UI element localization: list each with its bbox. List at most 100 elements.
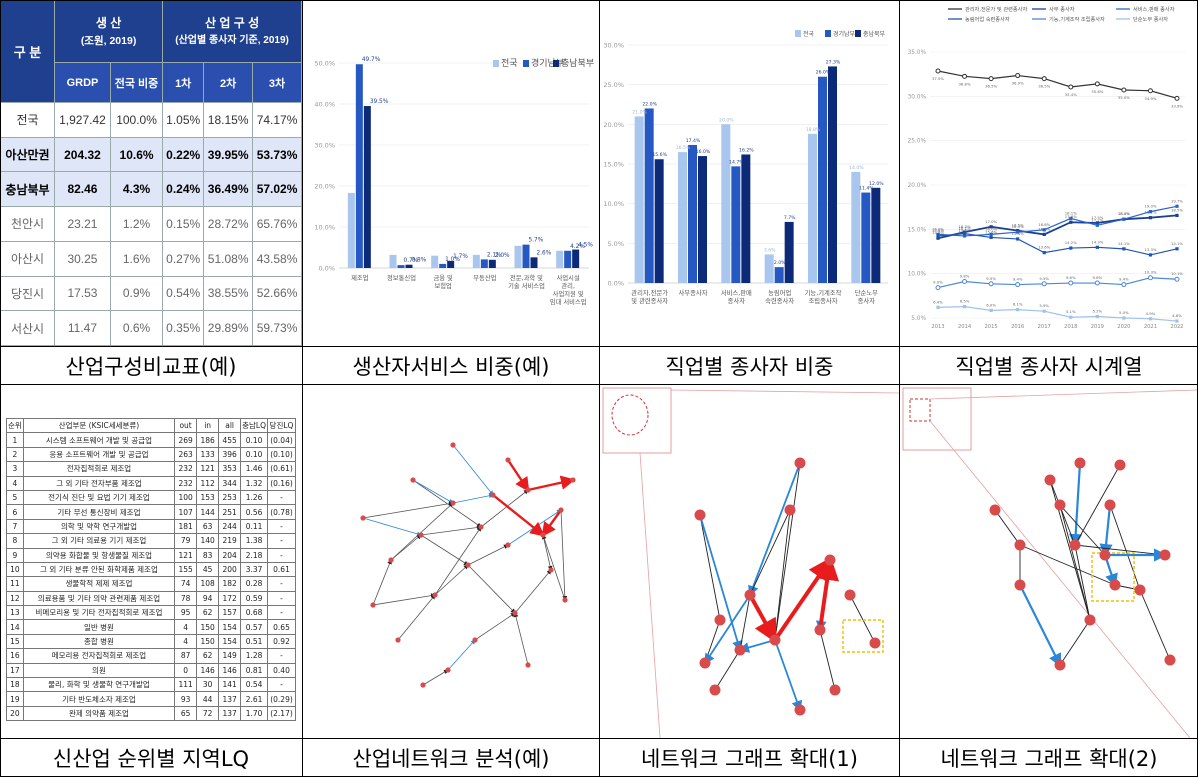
y-tick-label: 10.0% [314, 224, 335, 232]
lq-cell: 3 [6, 461, 24, 477]
series-point [1095, 314, 1099, 319]
lq-cell: 0.10 [240, 432, 268, 448]
network-node [525, 662, 531, 668]
industry-name: 기타 반도체소자 제조업 [22, 691, 176, 707]
network-node [1014, 579, 1026, 591]
network-edge [1049, 479, 1092, 621]
legend-swatch [523, 60, 529, 67]
data-label: 19.0% [1144, 204, 1156, 209]
network-edge [772, 509, 791, 641]
bar [363, 106, 371, 268]
caption-occupation-timeseries: 직업별 종사자 시계열 [900, 347, 1198, 385]
network-edge-strong [527, 475, 576, 492]
legend-label: 충남북부 [863, 30, 886, 38]
industry-name: 시스템 소프트웨어 개발 및 공급업 [22, 432, 176, 448]
data-label: 39.5% [370, 99, 389, 105]
x-tick-label: 사업지원 및 [553, 289, 584, 298]
series-point [936, 305, 940, 309]
series-point [1068, 84, 1074, 90]
data-label: 2.0% [774, 260, 786, 266]
y-tick-label: 15.0% [908, 227, 927, 233]
lq-cell: 0.81 [240, 662, 268, 679]
network-edge [1059, 504, 1106, 556]
network-edge-strong [815, 556, 840, 631]
data-label: 49.7% [362, 57, 381, 63]
network-edge [412, 479, 454, 504]
series-point [962, 73, 968, 79]
lq-cell: 111 [174, 677, 198, 693]
y-tick-label: 30.0% [314, 142, 335, 150]
series-point [962, 232, 967, 236]
x-tick-label: 정보통신업 [387, 273, 416, 282]
x-tick-label: 전문,과학 및 [510, 273, 543, 282]
y-tick-label: 50.0% [314, 60, 335, 68]
lq-cell: 150 [196, 619, 220, 635]
data-label: 26.0% [816, 70, 831, 76]
data-label: 16.0% [985, 226, 997, 231]
lq-cell: 353 [218, 461, 242, 477]
network-edge-strong [748, 594, 777, 644]
series-point [962, 234, 967, 238]
legend-label: 관리자,전문가 및 관련종사자 [965, 5, 1027, 13]
data-label: 2.0% [495, 253, 510, 259]
y-tick-label: 5.0% [911, 316, 926, 322]
lq-cell: 0.65 [267, 619, 296, 635]
y-tick-label: 20.0% [908, 183, 927, 189]
y-tick-label: 30.0% [603, 42, 624, 50]
network-edge [1109, 504, 1142, 591]
series-point [1094, 81, 1100, 87]
network-node [1099, 549, 1111, 561]
industry-name: 비메모리용 및 기타 전자집적회로 제조업 [22, 605, 176, 621]
lq-cell: 0.40 [267, 662, 296, 679]
x-tick-label: 서비스,판매 [721, 288, 752, 297]
lq-table-row: 17 의원 0 146 146 0.81 0.40 [6, 662, 296, 679]
legend-label: 전국 [501, 58, 518, 69]
network-node [844, 589, 856, 601]
bar [431, 255, 439, 268]
bar [556, 250, 564, 268]
network-edge [1019, 584, 1061, 667]
lq-cell: 83 [196, 547, 220, 563]
y-tick-label: 40.0% [314, 101, 335, 109]
legend-label: 서비스,판매 종사자 [1133, 5, 1175, 13]
lq-table-row: 7 의학 및 약학 연구개발업 181 63 244 0.11- [6, 518, 296, 535]
network-node [505, 542, 511, 548]
series-point [1041, 76, 1047, 82]
lq-cell: 146 [196, 662, 220, 679]
x-tick-label: 농림어업 [768, 288, 791, 297]
lq-cell: 140 [196, 533, 220, 549]
lq-cell: 107 [174, 504, 198, 520]
data-label: 4.2% [570, 244, 585, 250]
lq-cell: 2.18 [240, 547, 268, 563]
header-grdp: GRDP [54, 62, 111, 103]
network-edge [1099, 504, 1113, 558]
network-node [562, 597, 568, 603]
y-tick-label: 20.0% [603, 121, 624, 129]
legend-swatch [553, 60, 559, 67]
network-node [699, 657, 711, 669]
lq-table-row: 19 기타 반도체소자 제조업 93 44 137 2.61 (0.29) [6, 691, 296, 707]
data-label: 9.5% [986, 276, 996, 281]
x-tick-label: 2016 [1011, 324, 1024, 330]
lq-cell: 200 [218, 561, 242, 578]
data-label: 16.2% [739, 147, 754, 153]
network-node [450, 500, 456, 506]
lq-cell: 0 [174, 662, 198, 679]
bar [397, 265, 405, 268]
network-node [1134, 584, 1146, 596]
lq-cell: 19 [6, 691, 24, 707]
network-node [505, 457, 511, 463]
network-node [512, 610, 518, 616]
network-node [388, 557, 394, 563]
legend-label: 단순노무 종사자 [1133, 15, 1168, 23]
data-label: 19.7% [1171, 198, 1183, 203]
lq-cell: 44 [196, 691, 220, 707]
occupation-timeseries-chart: 5.0% 10.0% 15.0% 20.0% 25.0% 30.0% 35.0% 2013 20… [900, 0, 1198, 347]
bar [828, 66, 837, 283]
industry-name: 그 외 기타 의료용 기기 제조업 [22, 533, 176, 549]
data-label: 17.5% [1091, 215, 1103, 220]
lq-cell: 10 [6, 561, 24, 578]
network-node [714, 614, 726, 626]
network-node [410, 477, 416, 483]
data-label: 4.9% [1146, 311, 1156, 316]
